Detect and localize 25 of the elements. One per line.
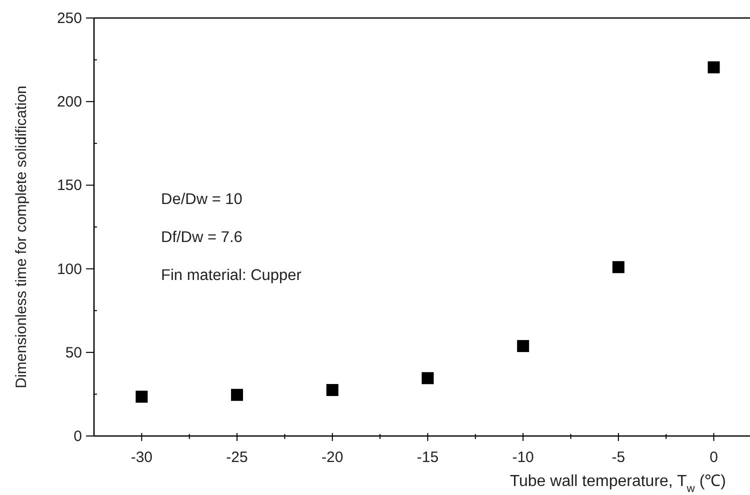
x-tick-label: -10 [512,449,534,466]
x-tick-label: -20 [322,449,344,466]
point [231,388,244,401]
y-tick-label: 50 [65,344,82,362]
x-tick-label: 0 [710,449,718,466]
y-tick-label: 150 [56,177,82,194]
annotation: De/Dw = 10 [161,191,243,208]
x-tick-label: -30 [130,449,153,466]
annotation: Fin material: Cupper [161,267,302,284]
point [422,372,434,384]
y-axis-title: Dimensionless time for complete solidification [13,86,30,388]
point [612,261,624,274]
y-tick-label: 0 [74,428,82,445]
y-tick-label: 100 [56,260,82,278]
x-axis-title: Tube wall temperature, T$_{w}$ (℃) [510,473,726,495]
x-tick-label: -15 [416,449,439,466]
y-tick-label: 200 [56,94,82,111]
x-tick-label: -25 [226,449,248,466]
x-tick-label: -5 [612,449,626,466]
point [326,384,338,396]
y-tick-label: 250 [56,10,82,27]
point [517,340,530,352]
point [708,61,720,74]
point [136,390,148,403]
annotation: Df/Dw = 7.6 [161,229,242,246]
